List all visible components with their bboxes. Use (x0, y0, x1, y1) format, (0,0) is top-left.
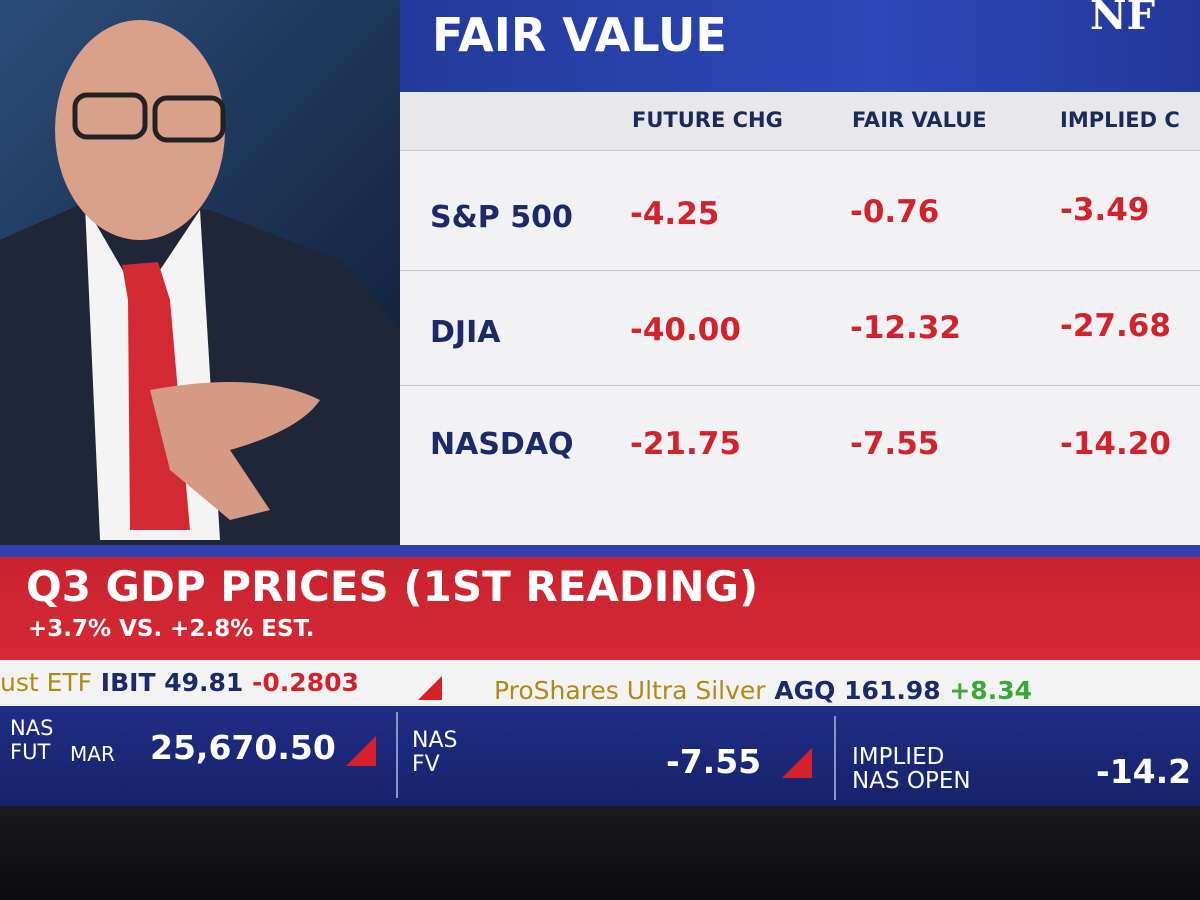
cell: -27.68 (1060, 308, 1171, 344)
divider (396, 712, 398, 798)
ticker-change: -0.2803 (252, 668, 359, 697)
table-row (400, 150, 1200, 271)
table-row (400, 270, 1200, 386)
row-label: DJIA (430, 315, 501, 350)
ticker-name: ust ETF (0, 668, 93, 697)
bottom-label: IMPLIED (852, 744, 945, 770)
column-header: FAIR VALUE (852, 108, 987, 132)
row-label: S&P 500 (430, 200, 573, 235)
bottom-value: 25,670.50 (150, 728, 336, 767)
cell: -4.25 (630, 196, 720, 232)
bottom-label: NAS (10, 716, 54, 740)
column-header: FUTURE CHG (632, 108, 783, 132)
cell: -14.20 (1060, 426, 1171, 462)
row-label: NASDAQ (430, 427, 574, 462)
divider (834, 716, 836, 800)
cell: -7.55 (850, 426, 940, 462)
cell: -12.32 (850, 310, 961, 346)
ticker-item: ust ETF IBIT 49.81 -0.2803 (0, 668, 359, 697)
ticker-name: ProShares Ultra Silver (494, 676, 766, 705)
anchor (0, 20, 400, 545)
ticker-symbol: IBIT (100, 668, 156, 697)
ticker-symbol: AGQ (774, 676, 836, 705)
bottom-label: FV (412, 752, 440, 777)
cell: -0.76 (850, 194, 940, 230)
logo: NF (1090, 0, 1155, 39)
ticker-change: +8.34 (949, 676, 1032, 705)
bottom-label: NAS (412, 728, 458, 753)
ticker-item: ProShares Ultra Silver AGQ 161.98 +8.34 (494, 676, 1032, 705)
down-arrow (418, 676, 442, 700)
bottom-value: -7.55 (666, 742, 762, 781)
bezel (0, 806, 1200, 900)
bottom-value: -14.2 (1096, 752, 1192, 791)
cell: -3.49 (1060, 192, 1150, 228)
cell: -21.75 (630, 426, 741, 462)
ticker-price: 161.98 (844, 676, 941, 705)
bottom-label: NAS OPEN (852, 768, 971, 794)
bottom-sub: MAR (70, 742, 115, 766)
cell: -40.00 (630, 312, 741, 348)
bottom-bar (0, 706, 1200, 806)
bottom-label: FUT (10, 740, 51, 764)
panel-title: FAIR VALUE (432, 8, 727, 62)
ticker-price: 49.81 (164, 668, 244, 697)
ticker (0, 660, 1200, 706)
down-arrow (782, 748, 812, 778)
down-arrow (346, 736, 376, 766)
table-row (400, 385, 1200, 546)
banner-subline: +3.7% VS. +2.8% EST. (28, 616, 315, 642)
banner-headline: Q3 GDP PRICES (1ST READING) (26, 562, 759, 611)
title-band (400, 0, 1200, 92)
header-row (400, 92, 1200, 150)
column-header: IMPLIED C (1060, 108, 1180, 132)
banner (0, 545, 1200, 660)
